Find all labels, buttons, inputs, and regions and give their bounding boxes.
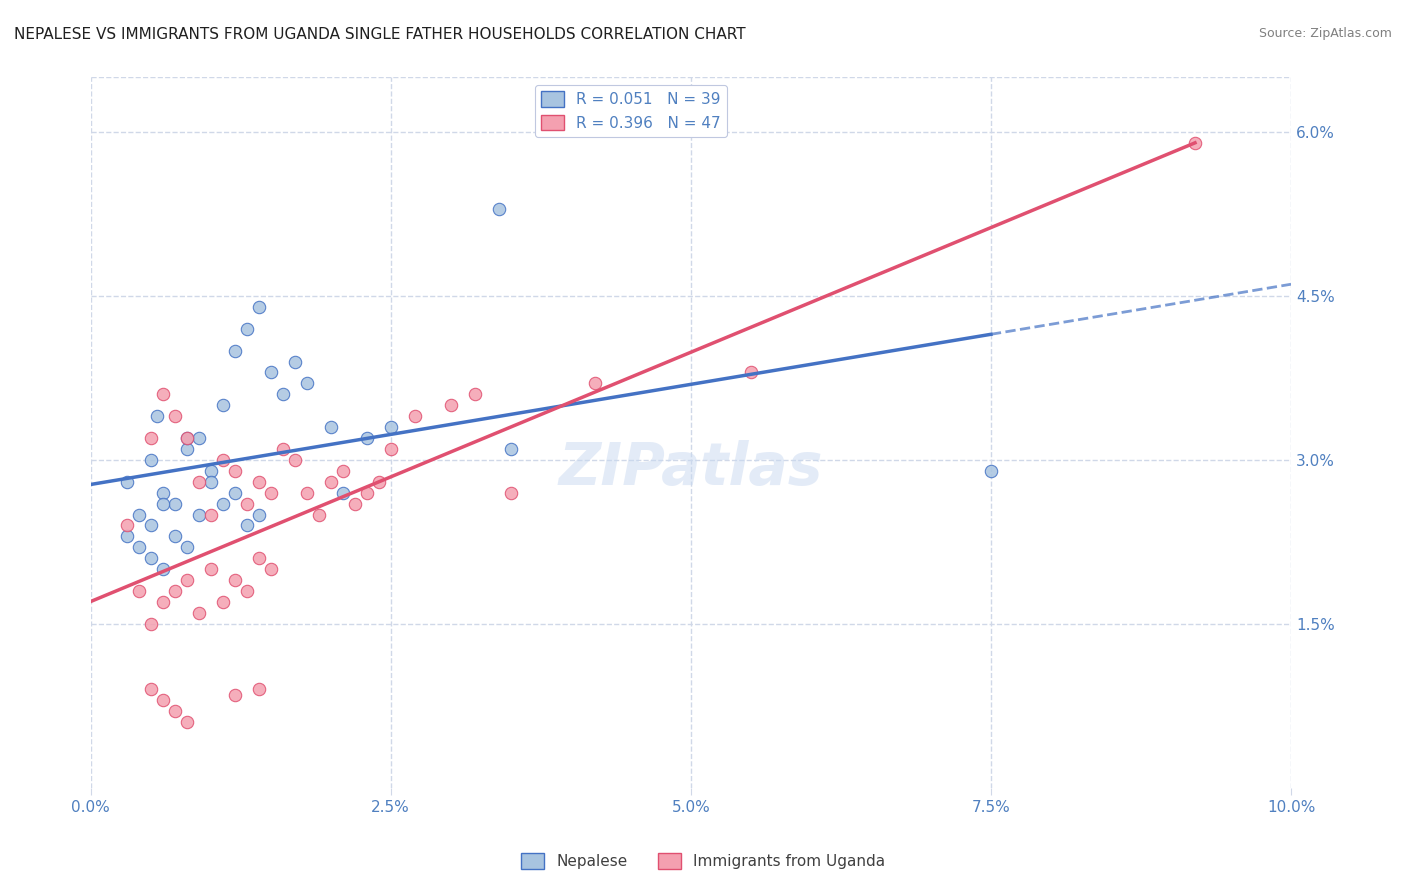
- Point: [200, 475, 222, 489]
- Point: [308, 508, 330, 522]
- Point: [284, 453, 307, 467]
- Point: [224, 343, 246, 358]
- Point: [980, 464, 1002, 478]
- Point: [499, 442, 522, 456]
- Point: [224, 464, 246, 478]
- Point: [247, 682, 270, 697]
- Point: [211, 398, 233, 412]
- Point: [139, 431, 162, 445]
- Point: [247, 300, 270, 314]
- Point: [152, 693, 174, 707]
- Point: [115, 475, 138, 489]
- Point: [271, 442, 294, 456]
- Point: [356, 431, 378, 445]
- Point: [200, 562, 222, 576]
- Point: [115, 518, 138, 533]
- Point: [163, 704, 186, 718]
- Point: [235, 518, 257, 533]
- Point: [139, 518, 162, 533]
- Point: [176, 541, 198, 555]
- Point: [260, 366, 283, 380]
- Point: [187, 475, 209, 489]
- Point: [260, 562, 283, 576]
- Text: ZIPatlas: ZIPatlas: [558, 440, 823, 497]
- Point: [211, 497, 233, 511]
- Text: Source: ZipAtlas.com: Source: ZipAtlas.com: [1258, 27, 1392, 40]
- Point: [139, 616, 162, 631]
- Point: [211, 595, 233, 609]
- Point: [295, 485, 318, 500]
- Point: [128, 541, 150, 555]
- Point: [176, 431, 198, 445]
- Point: [211, 453, 233, 467]
- Point: [295, 376, 318, 391]
- Point: [499, 485, 522, 500]
- Point: [145, 409, 167, 424]
- Point: [1184, 136, 1206, 150]
- Point: [332, 485, 354, 500]
- Point: [235, 497, 257, 511]
- Point: [176, 431, 198, 445]
- Point: [271, 387, 294, 401]
- Point: [319, 475, 342, 489]
- Point: [152, 485, 174, 500]
- Point: [488, 202, 510, 216]
- Point: [235, 584, 257, 599]
- Point: [224, 485, 246, 500]
- Legend: Nepalese, Immigrants from Uganda: Nepalese, Immigrants from Uganda: [515, 847, 891, 875]
- Legend: R = 0.051   N = 39, R = 0.396   N = 47: R = 0.051 N = 39, R = 0.396 N = 47: [534, 85, 727, 136]
- Point: [247, 508, 270, 522]
- Point: [200, 464, 222, 478]
- Point: [380, 420, 402, 434]
- Point: [139, 551, 162, 566]
- Point: [152, 387, 174, 401]
- Point: [176, 715, 198, 730]
- Point: [224, 573, 246, 587]
- Point: [440, 398, 463, 412]
- Point: [128, 508, 150, 522]
- Point: [139, 682, 162, 697]
- Point: [740, 366, 762, 380]
- Text: NEPALESE VS IMMIGRANTS FROM UGANDA SINGLE FATHER HOUSEHOLDS CORRELATION CHART: NEPALESE VS IMMIGRANTS FROM UGANDA SINGL…: [14, 27, 745, 42]
- Point: [343, 497, 366, 511]
- Point: [319, 420, 342, 434]
- Point: [260, 485, 283, 500]
- Point: [152, 562, 174, 576]
- Point: [200, 508, 222, 522]
- Point: [247, 551, 270, 566]
- Point: [247, 475, 270, 489]
- Point: [176, 442, 198, 456]
- Point: [356, 485, 378, 500]
- Point: [139, 453, 162, 467]
- Point: [235, 322, 257, 336]
- Point: [284, 354, 307, 368]
- Point: [187, 606, 209, 620]
- Point: [176, 573, 198, 587]
- Point: [332, 464, 354, 478]
- Point: [367, 475, 389, 489]
- Point: [128, 584, 150, 599]
- Point: [187, 508, 209, 522]
- Point: [163, 584, 186, 599]
- Point: [152, 497, 174, 511]
- Point: [115, 529, 138, 543]
- Point: [404, 409, 426, 424]
- Point: [163, 497, 186, 511]
- Point: [380, 442, 402, 456]
- Point: [163, 409, 186, 424]
- Point: [152, 595, 174, 609]
- Point: [163, 529, 186, 543]
- Point: [187, 431, 209, 445]
- Point: [464, 387, 486, 401]
- Point: [224, 688, 246, 702]
- Point: [583, 376, 606, 391]
